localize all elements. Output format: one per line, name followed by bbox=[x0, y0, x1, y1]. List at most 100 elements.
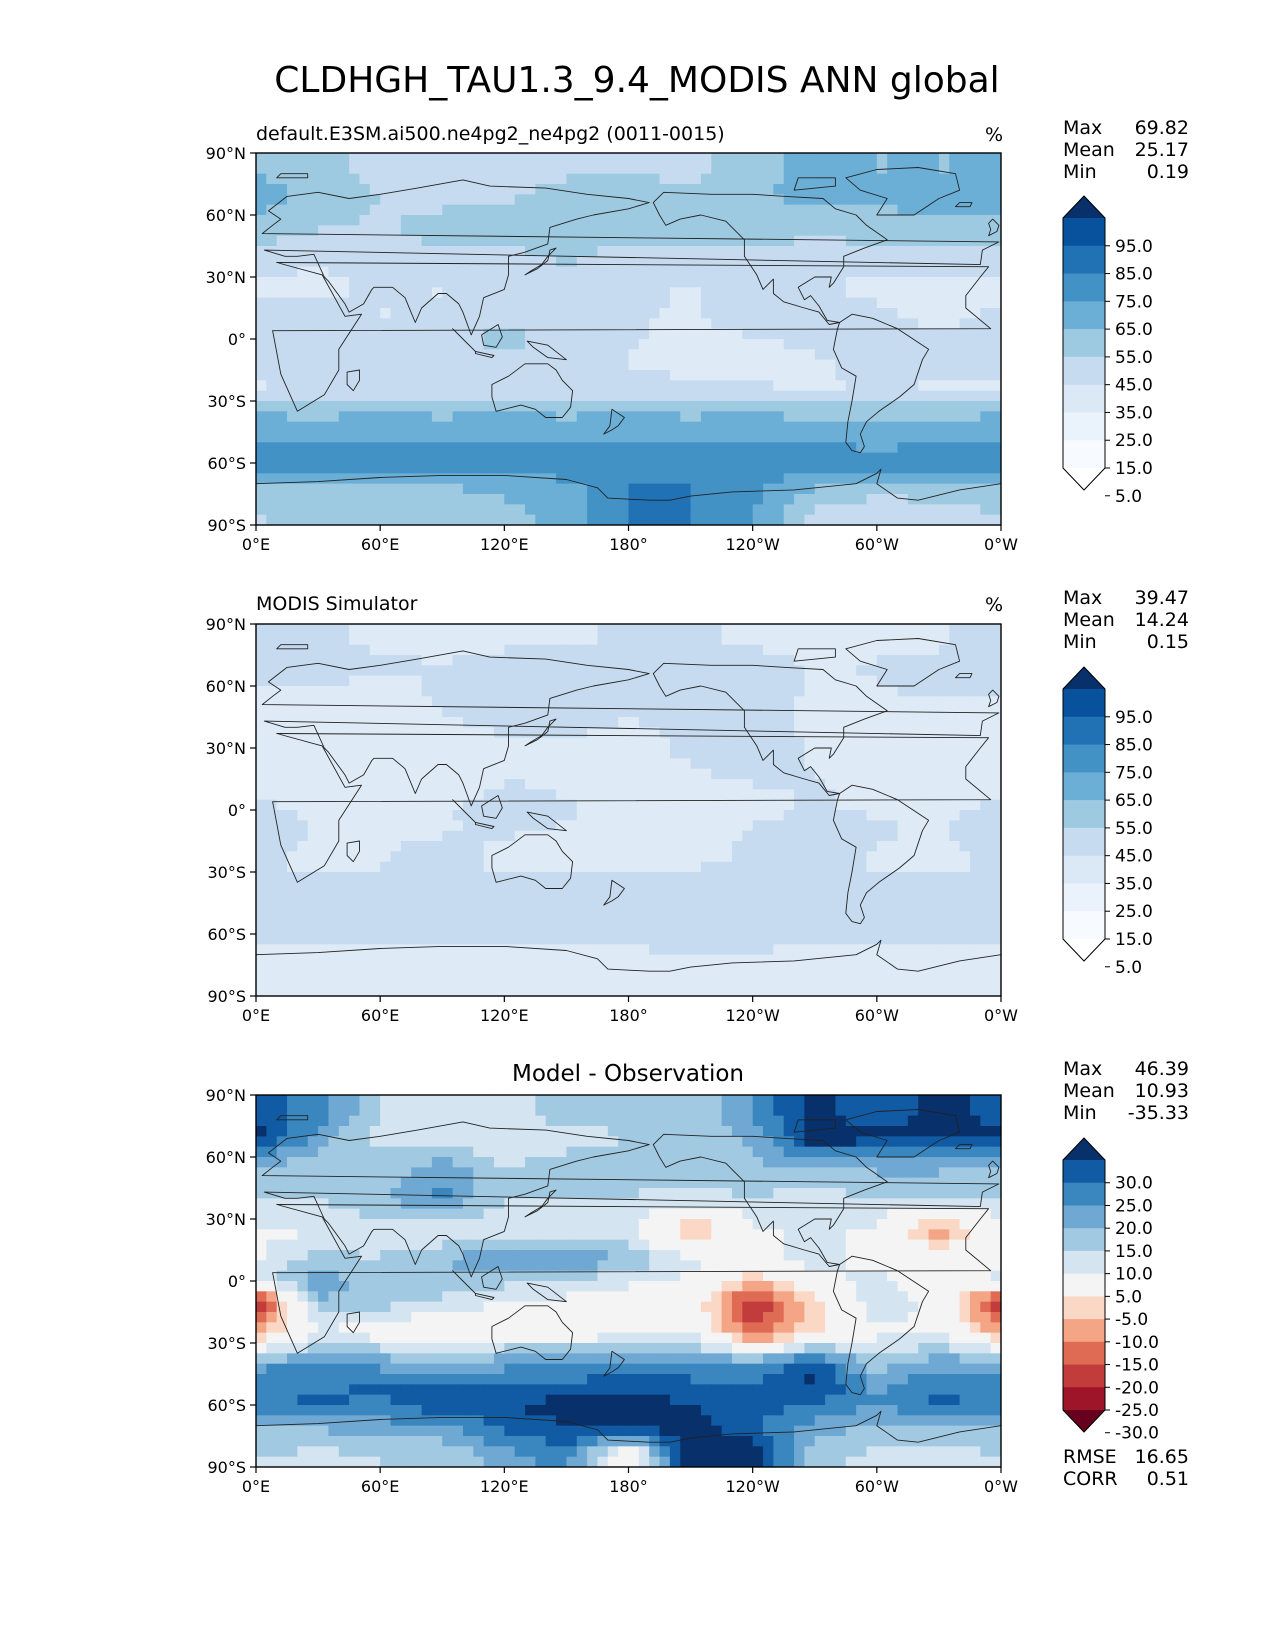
contour-cell bbox=[411, 913, 423, 925]
contour-cell bbox=[514, 706, 526, 718]
contour-cell bbox=[825, 841, 837, 852]
contour-cell bbox=[773, 370, 785, 381]
contour-cell bbox=[794, 923, 806, 935]
contour-cell bbox=[338, 799, 350, 811]
contour-cell bbox=[411, 184, 423, 195]
contour-cell bbox=[721, 820, 733, 832]
contour-cell bbox=[411, 153, 423, 164]
contour-cell bbox=[763, 841, 774, 852]
contour-cell bbox=[659, 727, 671, 739]
contour-cell bbox=[814, 830, 826, 842]
contour-cell bbox=[959, 359, 971, 371]
contour-cell bbox=[711, 235, 723, 247]
contour-cell bbox=[638, 318, 650, 330]
contour-cell bbox=[390, 380, 402, 392]
contour-cell bbox=[607, 727, 619, 739]
contour-cell bbox=[680, 655, 692, 666]
contour-cell bbox=[990, 686, 1001, 697]
contour-cell bbox=[380, 727, 392, 739]
contour-cell bbox=[700, 789, 712, 801]
contour-cell bbox=[742, 452, 754, 464]
contour-cell bbox=[928, 934, 940, 945]
contour-cell bbox=[638, 256, 650, 268]
contour-cell bbox=[297, 380, 309, 392]
contour-cell bbox=[359, 225, 371, 237]
contour-cell bbox=[411, 923, 423, 935]
contour-cell bbox=[380, 390, 392, 402]
contour-cell bbox=[731, 634, 743, 646]
stat-min-value: 0.19 bbox=[1147, 161, 1189, 183]
contour-cell bbox=[918, 370, 930, 381]
contour-cell bbox=[380, 411, 392, 423]
contour-cell bbox=[897, 194, 909, 206]
contour-cell bbox=[276, 225, 288, 237]
contour-cell bbox=[442, 830, 454, 842]
contour-cell bbox=[845, 318, 857, 330]
contour-cell bbox=[556, 339, 568, 350]
contour-cell bbox=[338, 204, 350, 216]
contour-cell bbox=[690, 349, 702, 361]
contour-cell bbox=[887, 624, 899, 635]
contour-cell bbox=[483, 737, 495, 749]
contour-cell bbox=[628, 882, 640, 894]
contour-cell bbox=[556, 184, 568, 195]
contour-cell bbox=[266, 390, 278, 402]
contour-cell bbox=[576, 892, 588, 904]
contour-cell bbox=[928, 514, 940, 525]
contour-cell bbox=[380, 308, 392, 319]
contour-cell bbox=[721, 892, 733, 904]
contour-cell bbox=[928, 696, 940, 708]
contour-cell bbox=[969, 696, 981, 708]
contour-cell bbox=[752, 297, 764, 309]
stat-min-value: -35.33 bbox=[1128, 1102, 1189, 1124]
contour-cell bbox=[266, 173, 278, 185]
contour-cell bbox=[287, 748, 298, 759]
contour-cell bbox=[452, 246, 464, 257]
contour-cell bbox=[359, 432, 371, 443]
contour-cell bbox=[421, 892, 433, 904]
contour-cell bbox=[783, 504, 795, 516]
contour-cell bbox=[814, 923, 826, 935]
contour-cell bbox=[256, 624, 267, 635]
contour-cell bbox=[607, 246, 619, 257]
contour-cell bbox=[680, 297, 692, 309]
contour-cell bbox=[711, 841, 723, 852]
contour-cell bbox=[525, 624, 536, 635]
contour-cell bbox=[576, 686, 588, 697]
contour-cell bbox=[856, 768, 868, 780]
contour-cell bbox=[400, 287, 412, 299]
contour-cell bbox=[835, 297, 847, 309]
contour-cell bbox=[545, 665, 557, 677]
contour-cell bbox=[431, 421, 443, 433]
contour-cell bbox=[297, 204, 309, 216]
contour-cell bbox=[928, 830, 940, 842]
contour-cell bbox=[887, 934, 899, 945]
contour-cell bbox=[711, 789, 723, 801]
contour-cell bbox=[483, 483, 495, 495]
contour-cell bbox=[307, 872, 319, 883]
contour-cell bbox=[969, 748, 981, 759]
contour-cell bbox=[545, 328, 557, 340]
contour-cell bbox=[452, 452, 464, 464]
contour-cell bbox=[587, 789, 599, 801]
contour-cell bbox=[618, 504, 630, 516]
contour-cell bbox=[556, 328, 568, 340]
contour-cell bbox=[918, 473, 930, 485]
contour-cell bbox=[628, 173, 640, 185]
contour-cell bbox=[525, 483, 536, 495]
contour-cell bbox=[938, 882, 950, 894]
contour-cell bbox=[804, 830, 816, 842]
contour-cell bbox=[659, 297, 671, 309]
contour-cell bbox=[783, 810, 795, 821]
contour-cell bbox=[411, 349, 423, 361]
contour-cell bbox=[587, 235, 599, 247]
contour-cell bbox=[545, 882, 557, 894]
contour-cell bbox=[845, 442, 857, 454]
contour-cell bbox=[297, 841, 309, 852]
contour-cell bbox=[514, 370, 526, 381]
contour-cell bbox=[597, 686, 609, 697]
contour-cell bbox=[597, 328, 609, 340]
contour-cell bbox=[390, 644, 402, 656]
contour-cell bbox=[411, 452, 423, 464]
contour-cell bbox=[887, 308, 899, 319]
